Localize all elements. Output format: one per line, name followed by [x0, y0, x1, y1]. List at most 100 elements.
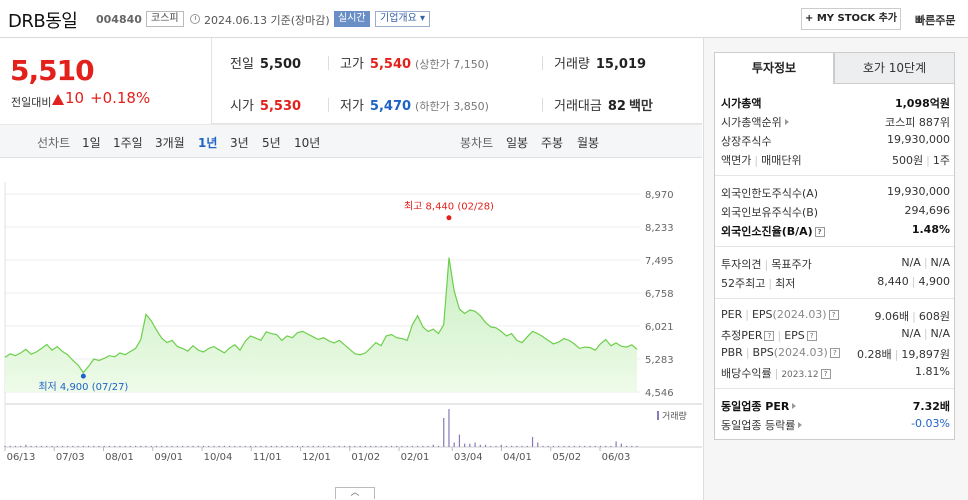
tab-5year[interactable]: 5년 — [262, 136, 281, 150]
industry-per-row: 동일업종 PER 7.32배 — [721, 397, 950, 415]
listed-shares-label: 상장주식수 — [721, 135, 772, 148]
pbr-value: 0.28배 — [857, 348, 892, 361]
tab-1week[interactable]: 1주일 — [113, 136, 143, 150]
change-rate: +0.18% — [90, 89, 151, 107]
divider: | — [911, 275, 916, 288]
bps-label: BPS — [752, 346, 774, 359]
volume-bar — [427, 445, 429, 447]
tab-3month[interactable]: 3개월 — [155, 136, 185, 150]
add-mystock-button[interactable]: + MY STOCK 추가 — [801, 8, 901, 30]
foreign-hold-value: 294,696 — [904, 204, 951, 217]
tab-invest-info[interactable]: 투자정보 — [714, 52, 834, 84]
volume-bar — [14, 445, 17, 447]
trade-amount: 거래대금 82 백만 — [554, 95, 653, 114]
volume-bar — [547, 445, 549, 447]
stock-name: DRB동일 — [8, 11, 78, 32]
divider: | — [923, 256, 928, 269]
volume-bar — [526, 445, 528, 447]
divider: | — [764, 258, 769, 271]
tab-1year[interactable]: 1년 — [198, 136, 218, 150]
volume-bar — [631, 445, 633, 447]
volume-bar — [625, 445, 628, 447]
volume-bar — [542, 445, 544, 447]
divider — [542, 98, 543, 112]
dividend-label: 배당수익률 — [721, 367, 772, 380]
y-tick-label: 6,758 — [645, 289, 674, 300]
industry-per-link[interactable]: 동일업종 PER — [721, 398, 797, 414]
tab-10year[interactable]: 10년 — [294, 136, 321, 150]
x-tick-label: 03/04 — [454, 452, 483, 463]
x-tick-label: 02/01 — [401, 452, 430, 463]
invest-info-card: 시가총액 1,098억원 시가총액순위 코스피 887위 상장주식수 19,93… — [714, 84, 955, 440]
tab-weekly-candle[interactable]: 주봉 — [541, 136, 564, 150]
realtime-button[interactable]: 실시간 — [334, 11, 370, 27]
quick-order-link[interactable]: 빠른주문 — [915, 14, 956, 27]
industry-rate-value: -0.03% — [911, 417, 950, 430]
week52-high-label: 52주최고 — [721, 277, 766, 290]
volume-bar — [187, 445, 189, 447]
volume-bar — [9, 445, 11, 447]
low-price: 저가 5,470 (하한가 3,850) — [340, 95, 489, 114]
volume-bar — [323, 445, 325, 447]
volume-bar — [150, 445, 152, 447]
tab-monthly-candle[interactable]: 월봉 — [577, 136, 600, 150]
divider: | — [912, 310, 916, 323]
tab-orderbook[interactable]: 호가 10단계 — [834, 52, 955, 84]
help-icon[interactable]: ? — [828, 310, 839, 320]
lower-limit: (하한가 3,850) — [415, 100, 489, 113]
volume-bar — [484, 444, 487, 447]
volume-legend-swatch — [657, 411, 659, 420]
target-value: N/A — [930, 256, 950, 269]
volume-bar — [364, 445, 366, 447]
market-cap-rank-label: 시가총액순위 — [721, 116, 782, 129]
market-cap-rank-value: 코스피 887위 — [885, 116, 950, 129]
price-chart[interactable]: 8,970 8,233 7,495 6,758 6,021 5,283 4,546 최고 8… — [0, 158, 702, 500]
industry-rate-link[interactable]: 동일업종 등락률 — [721, 417, 803, 433]
amount-value: 82 — [607, 99, 626, 114]
x-axis-labels: 06/13 07/03 08/01 09/01 10/04 11/01 12/01 01/02… — [4, 447, 630, 463]
help-icon[interactable]: ? — [806, 331, 817, 341]
volume-bar — [406, 445, 408, 447]
price-line — [4, 257, 638, 374]
market-cap-rank-link[interactable]: 시가총액순위 — [721, 114, 789, 130]
company-info-dropdown[interactable]: 기업개요 ▾ — [375, 11, 431, 27]
volume-bar — [390, 445, 393, 447]
tab-1day[interactable]: 1일 — [82, 136, 101, 150]
open-value: 5,530 — [259, 99, 302, 114]
trade-unit-label: 매매단위 — [761, 154, 802, 167]
per-eps-row: PER | EPS(2024.03)? 9.06배 | 608원 — [721, 307, 950, 325]
y-tick-label: 8,233 — [645, 223, 674, 234]
tab-daily-candle[interactable]: 일봉 — [506, 136, 529, 150]
trade-unit: 1주 — [932, 154, 950, 167]
volume-bar — [72, 445, 74, 447]
change-amount: 10 — [65, 89, 85, 107]
volume-bar — [495, 445, 497, 447]
volume-bar — [114, 445, 116, 447]
volume-bar — [578, 445, 581, 447]
volume-bar — [589, 445, 591, 447]
volume-bar — [599, 445, 602, 447]
low-label: 최저 4,900 (07/27) — [38, 381, 128, 393]
help-icon[interactable]: ? — [814, 227, 825, 237]
amount-unit: 백만 — [628, 99, 653, 114]
volume-bar — [636, 445, 638, 447]
volume-bar — [276, 445, 278, 447]
volume-bar — [437, 445, 440, 447]
divider: | — [754, 154, 759, 167]
help-icon[interactable]: ? — [829, 348, 840, 358]
volume-bar — [458, 434, 461, 447]
opinion-value: N/A — [901, 256, 921, 269]
est-per-value: N/A — [901, 327, 921, 340]
dividend-period: 2023.12 — [781, 370, 819, 380]
volume-bar — [108, 445, 111, 447]
tab-3year[interactable]: 3년 — [230, 136, 249, 150]
volume-bar — [20, 445, 22, 447]
help-icon[interactable]: ? — [764, 331, 775, 341]
volume-bar — [312, 445, 314, 447]
quote-grid: 전일 5,500 고가 5,540 (상한가 7,150) 거래량 15,019 시가 5… — [212, 38, 702, 124]
volume-bar — [432, 444, 434, 447]
help-icon[interactable]: ? — [820, 369, 831, 379]
volume-value: 15,019 — [595, 57, 647, 72]
open-label: 시가 — [230, 99, 254, 114]
collapse-chart-button[interactable]: ︿ — [335, 487, 375, 499]
